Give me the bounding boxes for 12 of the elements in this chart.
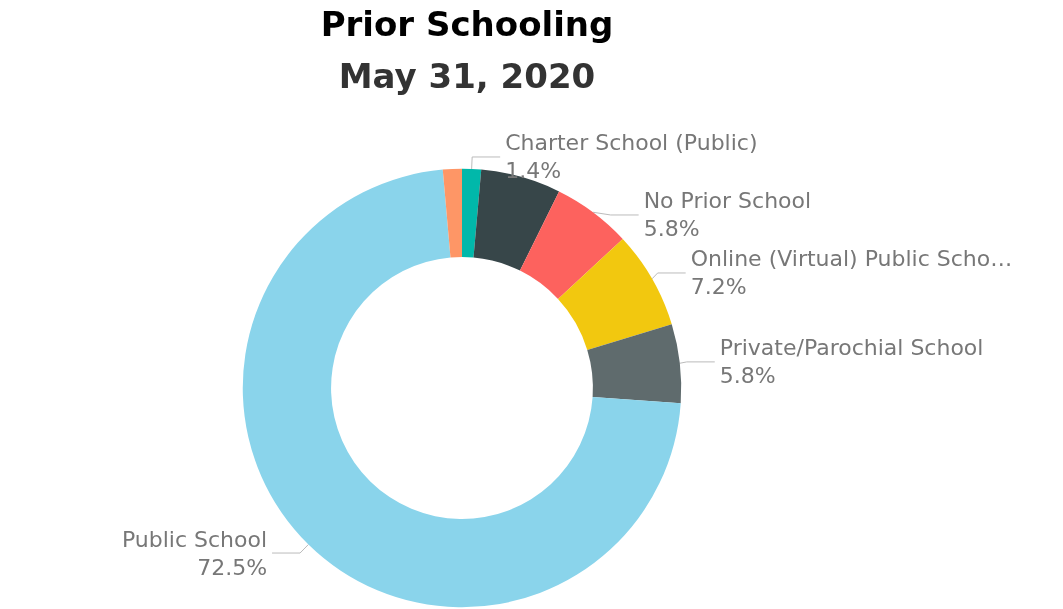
slice-label: Online (Virtual) Public Scho… xyxy=(690,246,1013,272)
chart-subtitle: May 31, 2020 xyxy=(338,56,596,96)
slice-label: Private/Parochial School xyxy=(719,335,984,361)
slice-label: Charter School (Public) xyxy=(505,130,758,156)
slice-label: Public School xyxy=(121,526,268,552)
data-label: 7.2% xyxy=(690,274,747,300)
slice-label: No Prior School xyxy=(643,188,812,214)
data-label: 5.8% xyxy=(643,216,700,242)
data-label: 1.4% xyxy=(505,158,562,184)
data-label: 5.8% xyxy=(719,363,776,389)
data-label: 72.5% xyxy=(197,554,268,580)
chart-title: Prior Schooling xyxy=(320,4,614,44)
